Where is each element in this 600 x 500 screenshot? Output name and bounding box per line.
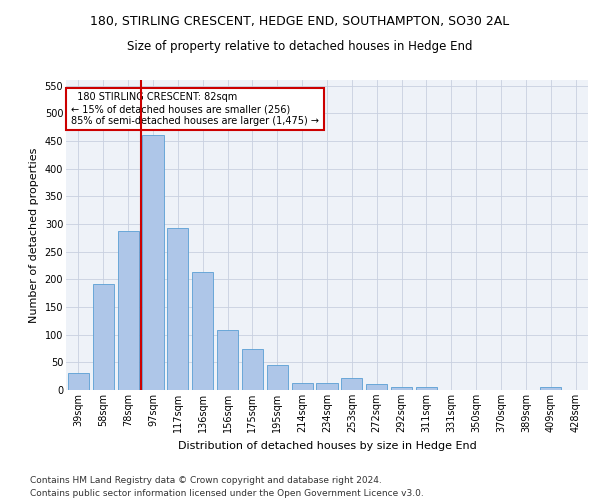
Bar [292,383,313,390]
Bar [391,387,412,390]
Bar [341,378,362,390]
Bar [316,383,338,390]
Text: Size of property relative to detached houses in Hedge End: Size of property relative to detached ho… [127,40,473,53]
Bar [540,387,561,390]
Bar [242,349,263,390]
Bar [68,374,89,390]
X-axis label: Distribution of detached houses by size in Hedge End: Distribution of detached houses by size … [178,440,476,450]
Bar [118,231,139,390]
Bar [416,386,437,390]
Bar [217,330,238,390]
Bar [167,228,188,390]
Bar [267,364,288,390]
Text: Contains public sector information licensed under the Open Government Licence v3: Contains public sector information licen… [30,488,424,498]
Y-axis label: Number of detached properties: Number of detached properties [29,148,39,322]
Text: Contains HM Land Registry data © Crown copyright and database right 2024.: Contains HM Land Registry data © Crown c… [30,476,382,485]
Bar [142,136,164,390]
Text: 180, STIRLING CRESCENT, HEDGE END, SOUTHAMPTON, SO30 2AL: 180, STIRLING CRESCENT, HEDGE END, SOUTH… [91,15,509,28]
Text: 180 STIRLING CRESCENT: 82sqm
← 15% of detached houses are smaller (256)
85% of s: 180 STIRLING CRESCENT: 82sqm ← 15% of de… [71,92,319,126]
Bar [366,384,387,390]
Bar [93,284,114,390]
Bar [192,272,213,390]
